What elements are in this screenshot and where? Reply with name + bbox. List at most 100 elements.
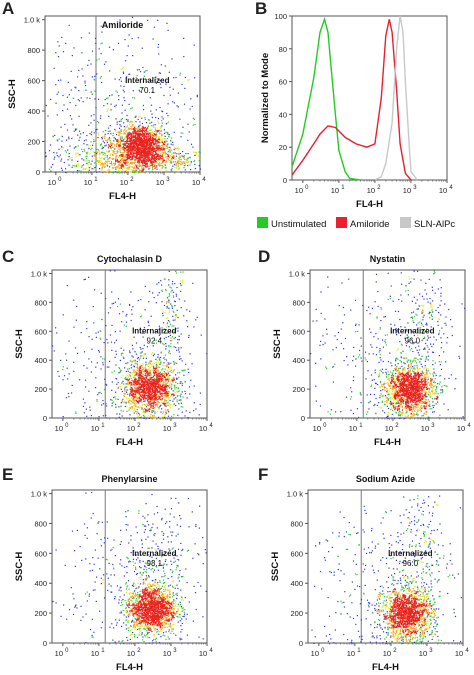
scatter-point <box>117 156 120 158</box>
scatter-point <box>131 407 133 409</box>
scatter-point <box>165 131 167 133</box>
scatter-point <box>140 376 142 378</box>
scatter-point <box>141 168 143 170</box>
scatter-point <box>137 387 140 389</box>
scatter-point <box>167 415 170 417</box>
scatter-point <box>105 153 107 155</box>
scatter-point <box>128 368 130 370</box>
scatter-point <box>147 320 149 322</box>
scatter-point <box>155 390 157 393</box>
scatter-point <box>181 369 183 372</box>
scatter-point <box>60 359 62 361</box>
scatter-point <box>139 142 141 144</box>
scatter-point <box>95 141 97 143</box>
scatter-point <box>152 406 154 408</box>
scatter-point <box>104 155 106 157</box>
scatter-point <box>150 171 152 173</box>
scatter-point <box>117 298 120 300</box>
scatter-point <box>153 362 155 364</box>
scatter-point <box>181 384 183 386</box>
scatter-point <box>120 120 122 122</box>
scatter-point <box>108 169 111 171</box>
scatter-point <box>127 389 129 391</box>
scatter-point <box>124 143 126 145</box>
panel-letter: A <box>2 0 14 18</box>
scatter-point <box>139 152 141 154</box>
scatter-point <box>168 350 170 352</box>
scatter-point <box>140 145 142 147</box>
scatter-point <box>152 126 154 128</box>
scatter-point <box>140 400 142 402</box>
scatter-point <box>136 69 139 71</box>
scatter-point <box>78 89 80 92</box>
scatter-point <box>102 358 104 360</box>
scatter-point <box>148 384 150 386</box>
scatter-point <box>98 134 100 136</box>
scatter-point <box>150 162 152 164</box>
scatter-point <box>150 145 152 147</box>
scatter-point <box>151 389 153 391</box>
scatter-point <box>132 306 134 308</box>
scatter-point <box>126 405 128 407</box>
scatter-point <box>173 398 175 400</box>
scatter-point <box>128 164 130 166</box>
scatter-point <box>66 367 68 369</box>
scatter-point <box>133 351 136 353</box>
scatter-point <box>116 413 118 415</box>
scatter-point <box>137 128 139 130</box>
scatter-point <box>115 155 117 157</box>
scatter-point <box>133 375 135 377</box>
scatter-point <box>143 165 145 167</box>
scatter-point <box>171 289 173 291</box>
scatter-point <box>61 147 63 149</box>
scatter-point <box>140 158 142 160</box>
scatter-point <box>125 167 127 169</box>
scatter-point <box>134 125 136 127</box>
scatter-point <box>176 349 178 351</box>
scatter-point <box>147 409 149 411</box>
scatter-point <box>154 367 156 369</box>
legend-label: Amiloride <box>350 219 390 230</box>
scatter-point <box>127 156 129 159</box>
scatter-point <box>66 108 69 110</box>
scatter-point <box>112 143 114 145</box>
scatter-point <box>62 51 65 53</box>
scatter-point <box>168 302 170 304</box>
scatter-point <box>143 327 146 329</box>
scatter-point <box>139 162 141 164</box>
x-tick-label: 10 <box>84 178 92 187</box>
scatter-point <box>162 145 164 147</box>
scatter-point <box>166 145 169 147</box>
scatter-point <box>132 348 134 350</box>
scatter-point <box>136 144 138 146</box>
scatter-point <box>173 403 175 405</box>
scatter-point <box>165 345 167 347</box>
scatter-point <box>104 162 106 164</box>
scatter-point <box>143 377 146 379</box>
scatter-point <box>131 392 133 394</box>
scatter-point <box>178 148 180 150</box>
scatter-point <box>63 147 65 149</box>
scatter-point <box>156 381 158 383</box>
scatter-point <box>140 117 142 119</box>
scatter-point <box>158 378 160 380</box>
scatter-point <box>185 410 187 412</box>
scatter-point <box>147 143 149 145</box>
scatter-point <box>154 369 156 371</box>
scatter-point <box>184 381 186 383</box>
scatter-point <box>126 313 128 316</box>
scatter-point <box>158 385 160 387</box>
scatter-point <box>80 170 82 172</box>
scatter-point <box>136 171 138 174</box>
scatter-point <box>137 162 140 164</box>
scatter-point <box>175 153 178 155</box>
scatter-point <box>127 150 129 152</box>
x-tick-exponent: 2 <box>137 423 141 429</box>
scatter-point <box>138 133 140 135</box>
scatter-point <box>151 383 153 385</box>
scatter-point <box>146 171 149 174</box>
scatter-point <box>159 391 161 393</box>
scatter-point <box>96 128 98 130</box>
scatter-point <box>111 158 113 160</box>
scatter-point <box>178 351 180 353</box>
